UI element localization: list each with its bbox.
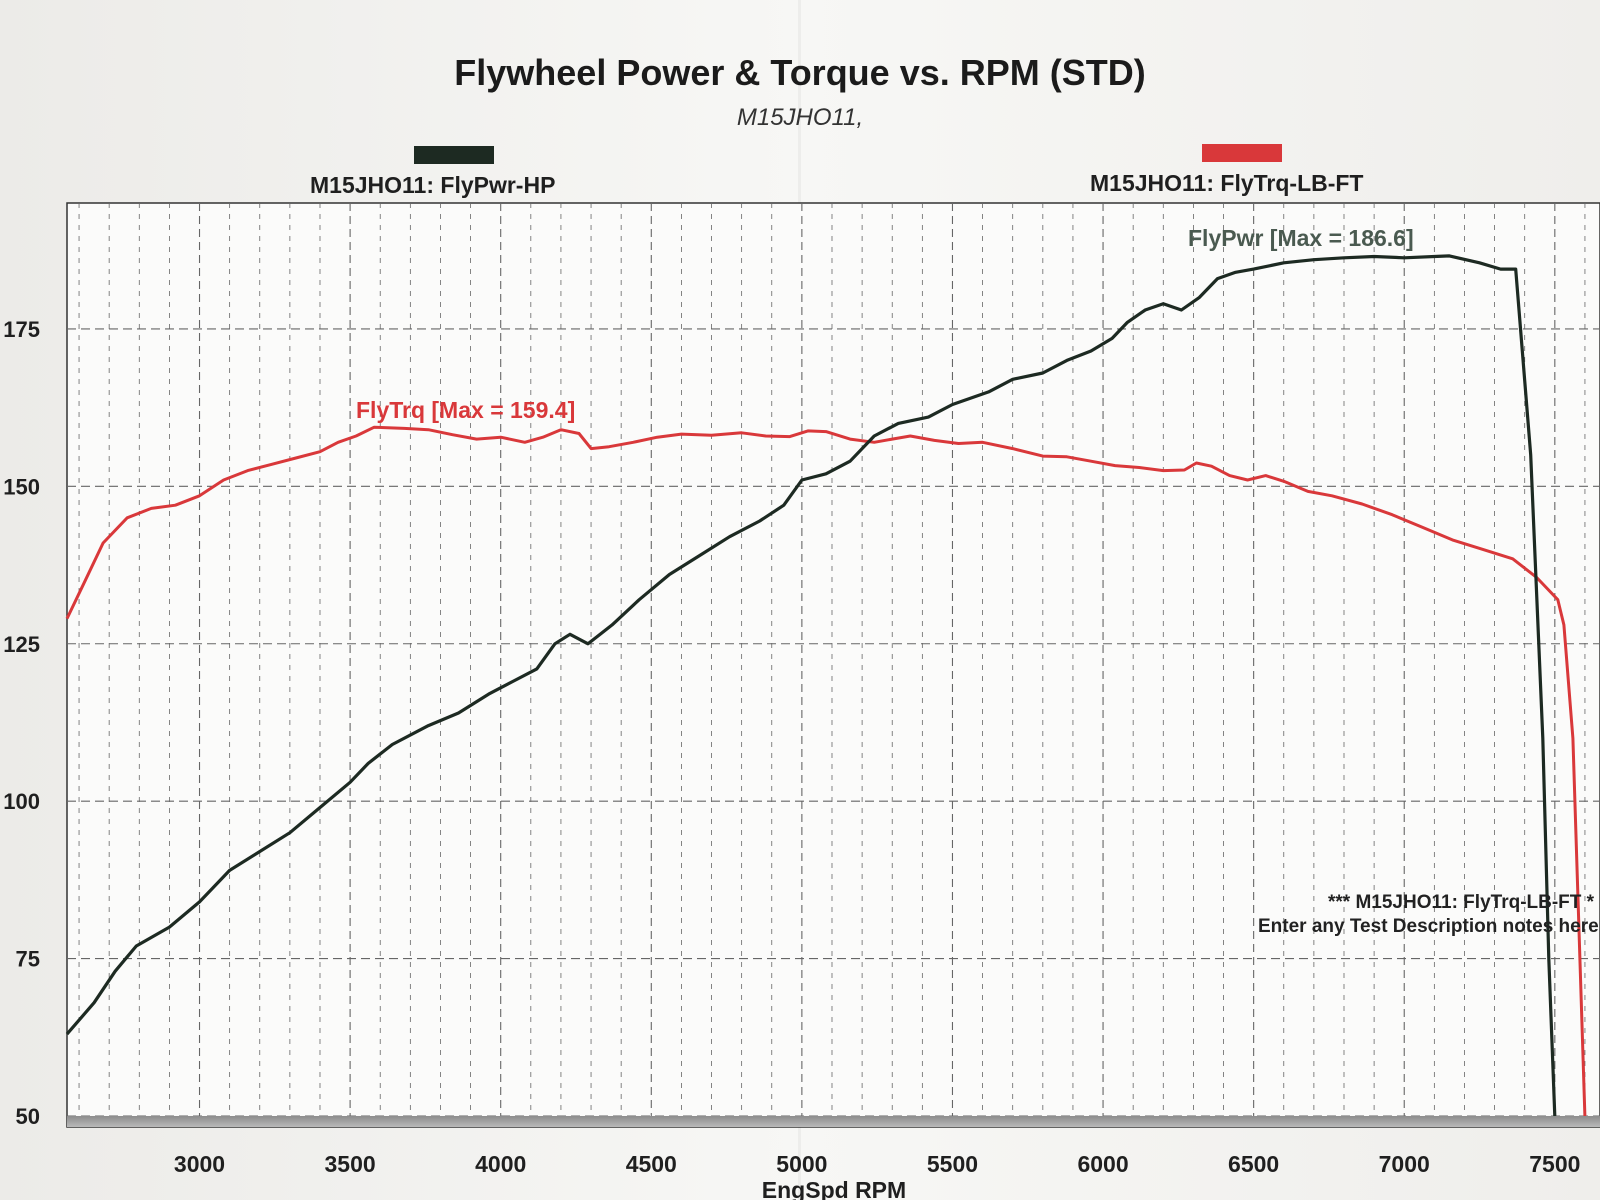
x-tick-label: 3000 xyxy=(174,1151,225,1177)
chart-title: Flywheel Power & Torque vs. RPM (STD) xyxy=(454,52,1146,93)
x-tick-label: 6500 xyxy=(1228,1151,1279,1177)
x-tick-label: 3500 xyxy=(325,1151,376,1177)
x-tick-label: 7500 xyxy=(1529,1151,1580,1177)
y-tick-label: 75 xyxy=(16,947,40,972)
x-tick-label: 7000 xyxy=(1379,1151,1430,1177)
x-tick-label: 4500 xyxy=(626,1151,677,1177)
grid-lines xyxy=(67,203,1600,1117)
power-max-annotation: FlyPwr [Max = 186.6] xyxy=(1188,225,1414,251)
x-axis-ticks: 3000 3500 4000 4500 5000 5500 6000 6500 7000 7500 xyxy=(174,1151,1580,1177)
y-tick-label: 50 xyxy=(16,1104,40,1129)
note-line-2: Enter any Test Description notes here xyxy=(1258,916,1599,937)
x-tick-label: 5000 xyxy=(776,1151,827,1177)
y-tick-label: 175 xyxy=(3,317,40,342)
chart-subtitle: M15JHO11, xyxy=(736,104,864,131)
x-axis-label: EngSpd RPM xyxy=(762,1177,906,1200)
note-line-1: *** M15JHO11: FlyTrq-LB-FT * xyxy=(1328,892,1595,913)
y-tick-label: 100 xyxy=(3,789,40,814)
y-tick-label: 125 xyxy=(3,632,40,657)
plot-area xyxy=(66,202,1600,1128)
torque-series-line xyxy=(65,425,1587,1117)
power-series-line xyxy=(65,254,1557,1117)
y-tick-label: 150 xyxy=(3,474,40,499)
x-tick-label: 6000 xyxy=(1077,1151,1128,1177)
x-tick-label: 4000 xyxy=(475,1151,526,1177)
plot-floor xyxy=(67,1116,1600,1127)
x-tick-label: 5500 xyxy=(927,1151,978,1177)
torque-max-annotation: FlyTrq [Max = 159.4] xyxy=(356,397,575,423)
legend-power-swatch xyxy=(414,146,494,164)
legend-torque-swatch xyxy=(1202,144,1282,162)
legend-torque-label: M15JHO11: FlyTrq-LB-FT xyxy=(1090,170,1364,196)
legend-power-label: M15JHO11: FlyPwr-HP xyxy=(310,172,556,198)
y-axis-ticks: 50 75 100 125 150 175 xyxy=(3,317,40,1129)
